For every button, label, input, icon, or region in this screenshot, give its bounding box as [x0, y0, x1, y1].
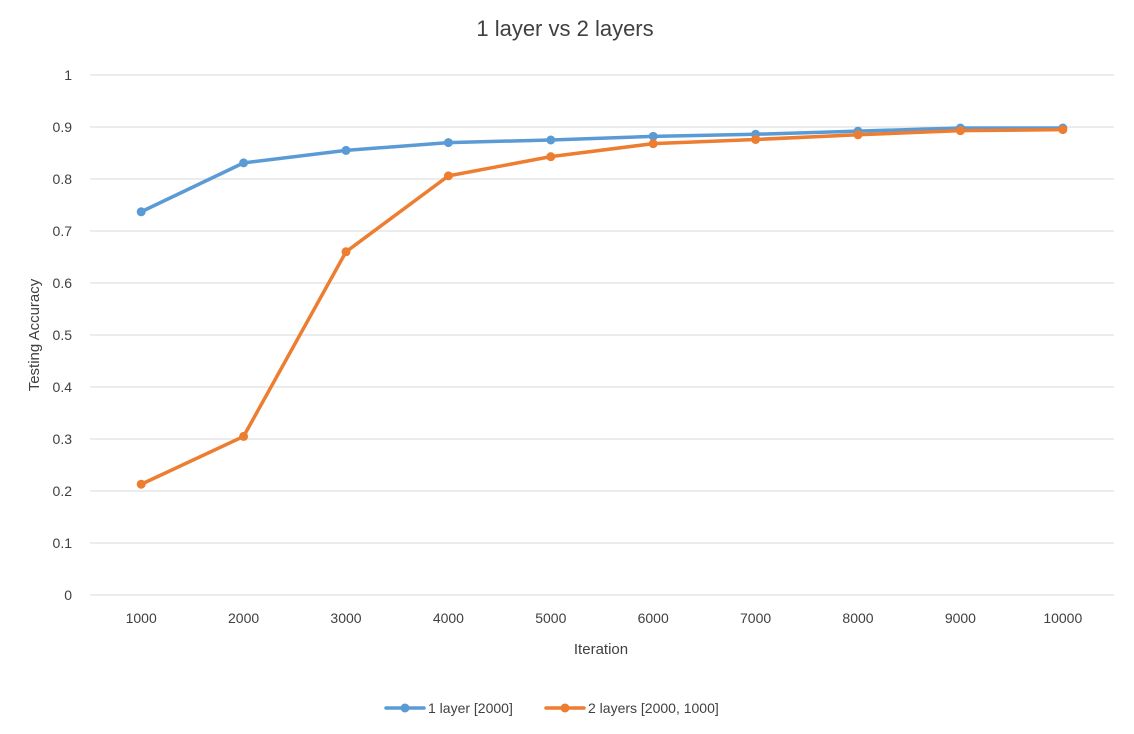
legend-item: 2 layers [2000, 1000]	[544, 700, 719, 716]
data-point	[341, 247, 351, 257]
x-tick-label: 5000	[535, 610, 566, 626]
x-tick-label: 9000	[945, 610, 976, 626]
series-1	[136, 123, 1068, 217]
legend-label: 1 layer [2000]	[428, 700, 513, 716]
chart-title: 1 layer vs 2 layers	[476, 16, 653, 41]
data-point	[443, 171, 453, 181]
data-point	[546, 152, 556, 162]
x-tick-label: 6000	[638, 610, 669, 626]
y-tick-label: 0.7	[53, 223, 73, 239]
x-tick-label: 8000	[842, 610, 873, 626]
x-axis-label: Iteration	[574, 641, 628, 658]
data-point	[751, 134, 761, 144]
y-tick-label: 0.2	[53, 483, 73, 499]
data-point	[1058, 125, 1068, 135]
data-point	[648, 139, 658, 149]
legend-label: 2 layers [2000, 1000]	[588, 700, 719, 716]
y-tick-label: 1	[64, 67, 72, 83]
y-tick-label: 0.4	[53, 379, 73, 395]
data-point	[546, 135, 556, 145]
y-tick-label: 0.5	[53, 327, 73, 343]
data-point	[239, 158, 249, 168]
data-point	[341, 145, 351, 155]
y-tick-label: 0.3	[53, 431, 73, 447]
legend: 1 layer [2000] 2 layers [2000, 1000]	[384, 700, 719, 716]
data-point	[853, 130, 863, 140]
series-2	[136, 125, 1068, 489]
legend-marker	[560, 703, 570, 713]
y-tick-label: 0.6	[53, 275, 73, 291]
y-axis-ticks: 0 0.1 0.2 0.3 0.4 0.5 0.6 0.7 0.8 0.9 1	[53, 67, 73, 603]
legend-marker	[400, 703, 410, 713]
y-axis-label: Testing Accuracy	[26, 278, 43, 391]
legend-item: 1 layer [2000]	[384, 700, 513, 716]
series-line	[139, 127, 1065, 486]
x-tick-label: 3000	[330, 610, 361, 626]
gridlines	[90, 74, 1114, 596]
x-tick-label: 10000	[1043, 610, 1082, 626]
x-tick-label: 1000	[126, 610, 157, 626]
x-tick-label: 7000	[740, 610, 771, 626]
y-tick-label: 0.9	[53, 119, 73, 135]
series-layer	[136, 123, 1068, 489]
data-point	[136, 479, 146, 489]
data-point	[239, 431, 249, 441]
data-point	[955, 126, 965, 136]
data-point	[443, 138, 453, 148]
x-axis-ticks: 1000 2000 3000 4000 5000 6000 7000 8000 9000 1000…	[126, 610, 1083, 626]
y-tick-label: 0	[64, 587, 72, 603]
y-tick-label: 0.8	[53, 171, 73, 187]
series-line	[139, 126, 1065, 214]
x-tick-label: 4000	[433, 610, 464, 626]
data-point	[648, 131, 658, 141]
data-point	[136, 207, 146, 217]
y-tick-label: 0.1	[53, 535, 73, 551]
x-tick-label: 2000	[228, 610, 259, 626]
